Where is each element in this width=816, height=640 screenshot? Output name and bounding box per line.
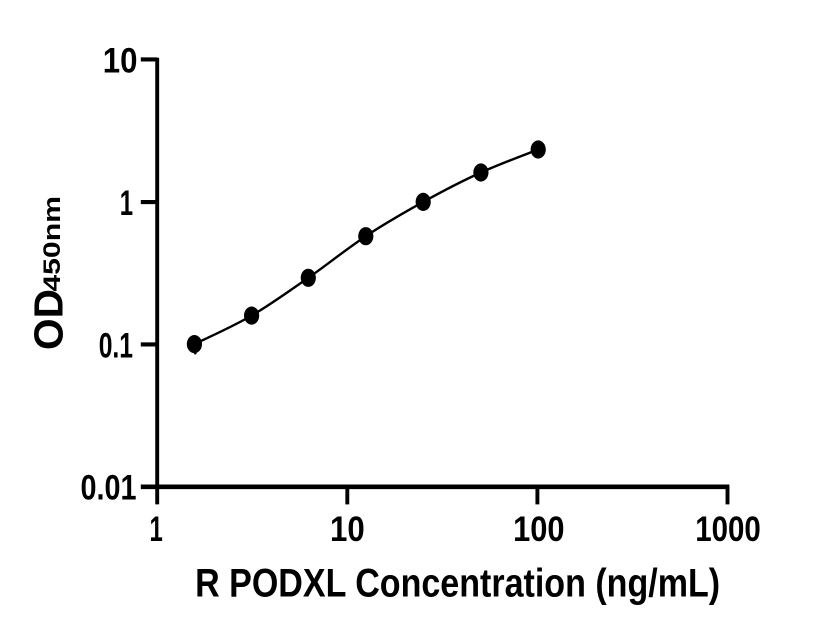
svg-text:1000: 1000 — [695, 509, 761, 549]
svg-text:450nm: 450nm — [39, 196, 66, 292]
svg-text:10: 10 — [103, 40, 138, 80]
svg-text:1: 1 — [150, 509, 163, 549]
svg-text:10: 10 — [330, 509, 365, 549]
svg-text:OD: OD — [26, 289, 72, 350]
svg-text:R PODXL Concentration (ng/mL): R PODXL Concentration (ng/mL) — [195, 561, 720, 605]
svg-text:0.01: 0.01 — [81, 468, 137, 508]
svg-text:1: 1 — [120, 183, 133, 223]
svg-text:0.1: 0.1 — [99, 325, 133, 365]
svg-text:100: 100 — [513, 509, 564, 549]
